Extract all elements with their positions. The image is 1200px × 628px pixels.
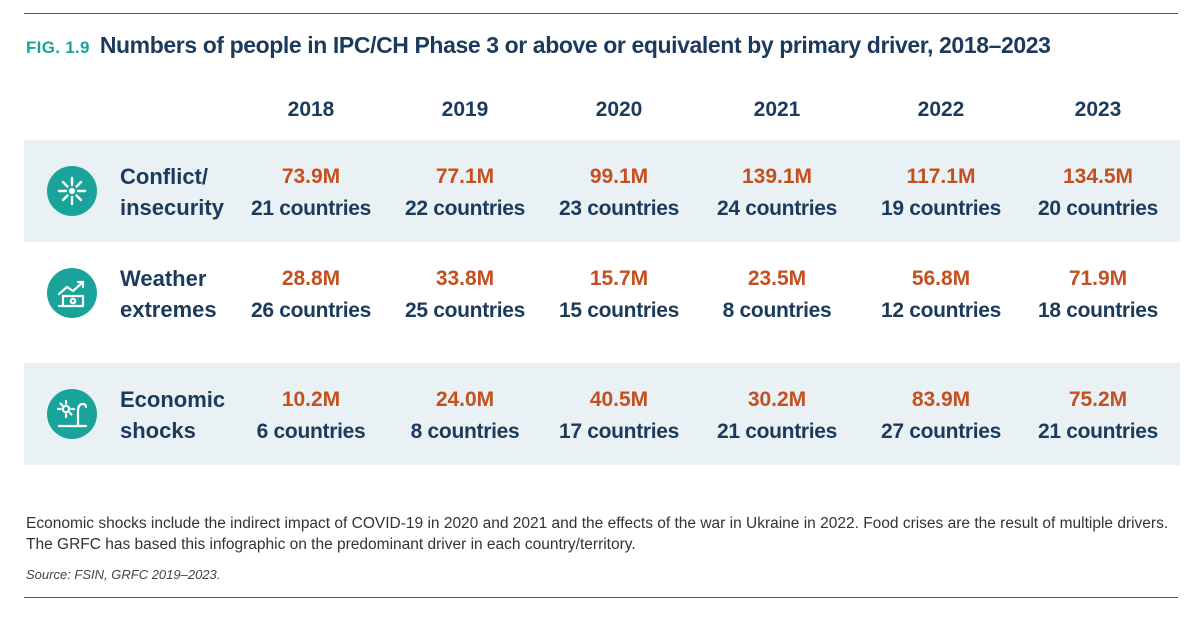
people-value: 77.1M — [435, 165, 495, 188]
people-value: 15.7M — [589, 267, 649, 290]
people-value: 56.8M — [911, 267, 971, 290]
country-count: 21 countries — [250, 197, 372, 220]
data-cell: 117.1M 19 countries — [861, 162, 1021, 225]
data-cell: 28.8M 26 countries — [231, 264, 391, 327]
people-value: 71.9M — [1068, 267, 1128, 290]
year-header-2019: 2019 — [441, 98, 489, 121]
driver-row-economic: Economic shocks 10.2M 6 countries 24.0M 8 c… — [24, 363, 1180, 465]
data-cell: 75.2M 21 countries — [1018, 385, 1178, 448]
country-count: 24 countries — [716, 197, 838, 220]
driver-label-line: Conflict/ — [120, 164, 208, 189]
data-cell: 24.0M 8 countries — [385, 385, 545, 448]
country-count: 25 countries — [404, 299, 526, 322]
country-count: 21 countries — [1037, 420, 1159, 443]
bottom-rule — [24, 597, 1178, 598]
data-cell: 30.2M 21 countries — [697, 385, 857, 448]
people-value: 28.8M — [281, 267, 341, 290]
country-count: 8 countries — [722, 299, 832, 322]
people-value: 83.9M — [911, 388, 971, 411]
people-value: 73.9M — [281, 165, 341, 188]
country-count: 23 countries — [558, 197, 680, 220]
data-cell: 99.1M 23 countries — [539, 162, 699, 225]
people-value: 23.5M — [747, 267, 807, 290]
country-count: 12 countries — [880, 299, 1002, 322]
year-header-2021: 2021 — [753, 98, 801, 121]
country-count: 20 countries — [1037, 197, 1159, 220]
driver-row-weather: Weather extremes 28.8M 26 countries 33.8M 2… — [24, 242, 1180, 344]
year-header-2023: 2023 — [1074, 98, 1122, 121]
country-count: 21 countries — [716, 420, 838, 443]
driver-label-line: extremes — [120, 297, 217, 322]
driver-label-economic: Economic shocks — [120, 384, 225, 446]
driver-label-weather: Weather extremes — [120, 263, 217, 325]
people-value: 33.8M — [435, 267, 495, 290]
data-cell: 134.5M 20 countries — [1018, 162, 1178, 225]
people-value: 10.2M — [281, 388, 341, 411]
data-cell: 33.8M 25 countries — [385, 264, 545, 327]
people-value: 134.5M — [1062, 165, 1134, 188]
driver-label-line: Weather — [120, 266, 207, 291]
driver-label-line: insecurity — [120, 195, 224, 220]
figure-label: FIG. 1.9 — [26, 38, 90, 57]
data-cell: 139.1M 24 countries — [697, 162, 857, 225]
year-header-2022: 2022 — [917, 98, 965, 121]
footnote-text: Economic shocks include the indirect imp… — [26, 515, 1169, 553]
data-cell: 15.7M 15 countries — [539, 264, 699, 327]
chart-title: Numbers of people in IPC/CH Phase 3 or a… — [99, 32, 1051, 58]
data-cell: 10.2M 6 countries — [231, 385, 391, 448]
country-count: 15 countries — [558, 299, 680, 322]
country-count: 27 countries — [880, 420, 1002, 443]
top-rule — [24, 13, 1178, 14]
people-value: 75.2M — [1068, 388, 1128, 411]
people-value: 24.0M — [435, 388, 495, 411]
country-count: 19 countries — [880, 197, 1002, 220]
people-value: 139.1M — [741, 165, 813, 188]
driver-label-line: Economic — [120, 387, 226, 412]
country-count: 22 countries — [404, 197, 526, 220]
driver-row-conflict: Conflict/ insecurity 73.9M 21 countries 77… — [24, 140, 1180, 242]
data-cell: 77.1M 22 countries — [385, 162, 545, 225]
people-value: 117.1M — [906, 165, 976, 188]
data-cell: 40.5M 17 countries — [539, 385, 699, 448]
economic-shock-icon — [47, 389, 97, 439]
conflict-burst-icon — [47, 166, 97, 216]
weather-flood-icon — [47, 268, 97, 318]
year-header-2018: 2018 — [287, 98, 335, 121]
country-count: 17 countries — [558, 420, 680, 443]
driver-label-line: shocks — [120, 418, 196, 443]
data-cell: 71.9M 18 countries — [1018, 264, 1178, 327]
country-count: 6 countries — [256, 420, 366, 443]
year-header-2020: 2020 — [595, 98, 643, 121]
country-count: 26 countries — [250, 299, 372, 322]
country-count: 8 countries — [410, 420, 520, 443]
data-cell: 73.9M 21 countries — [231, 162, 391, 225]
people-value: 40.5M — [589, 388, 649, 411]
data-cell: 56.8M 12 countries — [861, 264, 1021, 327]
data-cell: 83.9M 27 countries — [861, 385, 1021, 448]
data-cell: 23.5M 8 countries — [697, 264, 857, 327]
people-value: 99.1M — [589, 165, 649, 188]
figure-header: FIG. 1.9 Numbers of people in IPC/CH Pha… — [26, 32, 1051, 59]
country-count: 18 countries — [1037, 299, 1159, 322]
people-value: 30.2M — [747, 388, 807, 411]
driver-label-conflict: Conflict/ insecurity — [120, 161, 224, 223]
source-note: Source: FSIN, GRFC 2019–2023. — [26, 567, 221, 582]
